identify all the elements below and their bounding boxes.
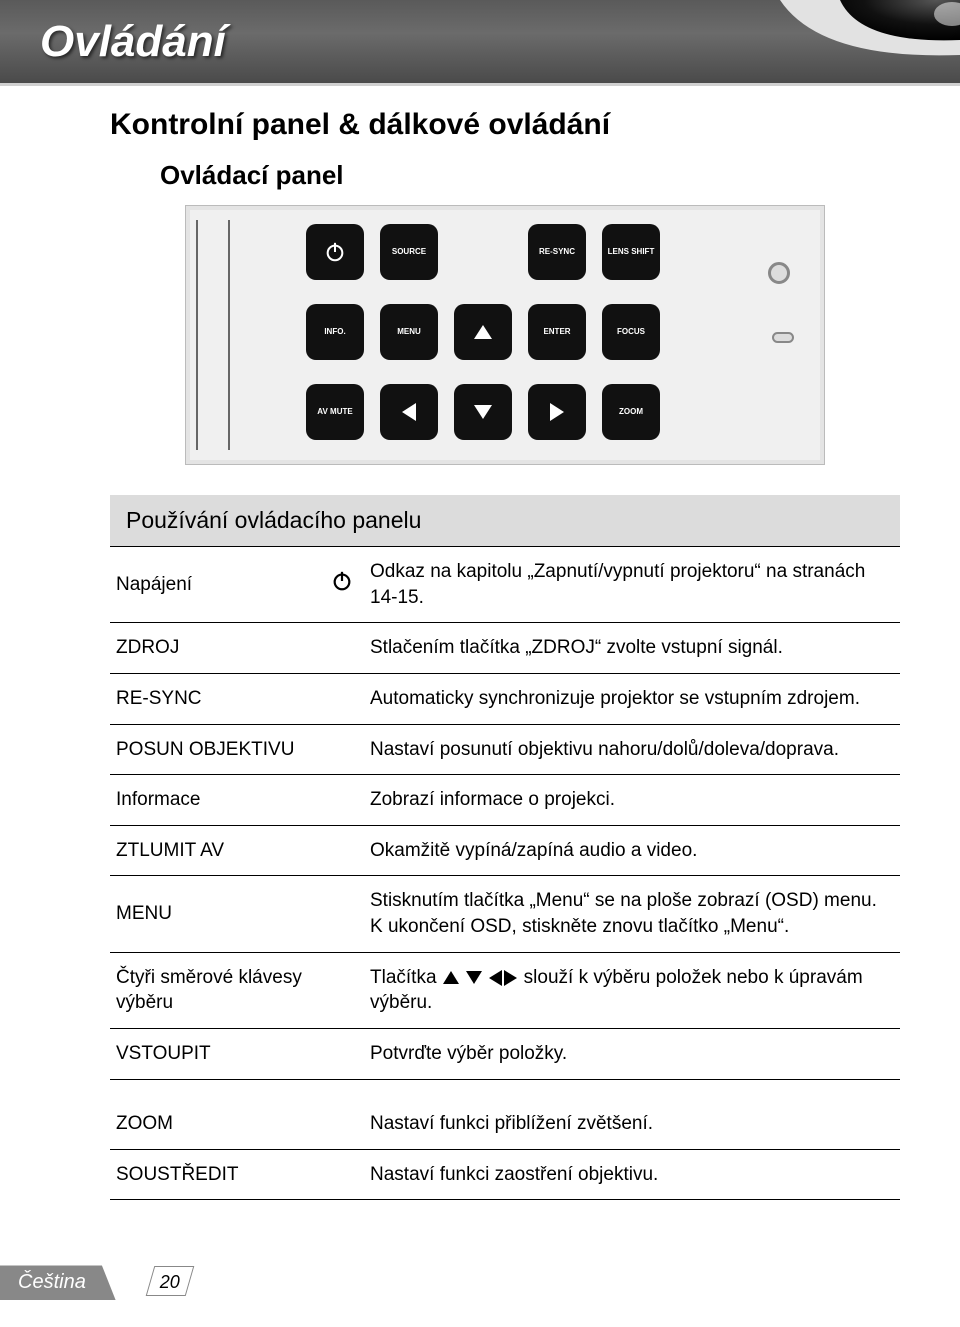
subsection-title: Ovládací panel bbox=[160, 160, 900, 191]
zoom-button[interactable]: ZOOM bbox=[602, 384, 660, 440]
row-label: SOUSTŘEDIT bbox=[110, 1149, 320, 1200]
table-row: POSUN OBJEKTIVU Nastaví posunutí objektiv… bbox=[110, 724, 900, 775]
row-icon-cell bbox=[320, 1149, 364, 1200]
row-description: Odkaz na kapitolu „Zapnutí/vypnutí proje… bbox=[364, 547, 900, 623]
row-icon-cell bbox=[320, 775, 364, 826]
row-description: Potvrďte výběr položky. bbox=[364, 1029, 900, 1080]
row-label: ZTLUMIT AV bbox=[110, 825, 320, 876]
table-row: RE-SYNC Automaticky synchronizuje projekt… bbox=[110, 673, 900, 724]
row-icon-cell bbox=[320, 825, 364, 876]
resync-button[interactable]: RE-SYNC bbox=[528, 224, 586, 280]
row-label: Informace bbox=[110, 775, 320, 826]
row-label: ZDROJ bbox=[110, 623, 320, 674]
row-description: Okamžitě vypíná/zapíná audio a video. bbox=[364, 825, 900, 876]
row-icon-cell bbox=[320, 547, 364, 623]
source-button[interactable]: SOURCE bbox=[380, 224, 438, 280]
row-description: Nastaví funkci zaostření objektivu. bbox=[364, 1149, 900, 1200]
arrow-down-icon bbox=[474, 405, 492, 419]
row-label: Čtyři směrové klávesy výběru bbox=[110, 952, 320, 1028]
arrow-right-icon bbox=[550, 403, 564, 421]
page-number: 20 bbox=[146, 1266, 195, 1296]
arrow-left-button[interactable] bbox=[380, 384, 438, 440]
row-label: ZOOM bbox=[110, 1099, 320, 1149]
arrow-down-button[interactable] bbox=[454, 384, 512, 440]
row-label: MENU bbox=[110, 876, 320, 952]
arrow-up-button[interactable] bbox=[454, 304, 512, 360]
page-title: Ovládání bbox=[40, 17, 226, 67]
table-row: Informace Zobrazí informace o projekci. bbox=[110, 775, 900, 826]
row-icon-cell bbox=[320, 673, 364, 724]
footer: Čeština 20 bbox=[0, 1250, 960, 1300]
row-description: Automaticky synchronizuje projektor se v… bbox=[364, 673, 900, 724]
content: Kontrolní panel & dálkové ovládání Ovlád… bbox=[0, 86, 960, 1220]
ir-sensor bbox=[772, 332, 794, 343]
row-description: Stlačením tlačítka „ZDROJ“ zvolte vstupn… bbox=[364, 623, 900, 674]
row-icon-cell bbox=[320, 876, 364, 952]
arrow-right-button[interactable] bbox=[528, 384, 586, 440]
row-description: Tlačítka slouží k výběru položek nebo k … bbox=[364, 952, 900, 1028]
enter-button[interactable]: ENTER bbox=[528, 304, 586, 360]
control-panel-diagram: SOURCE RE-SYNC LENS SHIFT INFO. MENU ENT… bbox=[185, 205, 825, 465]
row-icon-cell bbox=[320, 1099, 364, 1149]
row-description: Zobrazí informace o projekci. bbox=[364, 775, 900, 826]
power-icon bbox=[331, 570, 353, 592]
table-row: MENU Stisknutím tlačítka „Menu“ se na plo… bbox=[110, 876, 900, 952]
arrow-left-icon bbox=[489, 970, 502, 986]
power-button[interactable] bbox=[306, 224, 364, 280]
table-caption: Používání ovládacího panelu bbox=[110, 495, 900, 547]
corner-decoration bbox=[700, 0, 960, 100]
row-icon-cell bbox=[320, 623, 364, 674]
row-icon-cell bbox=[320, 952, 364, 1028]
led-indicator bbox=[768, 262, 790, 284]
language-tab: Čeština bbox=[0, 1265, 116, 1300]
row-label: RE-SYNC bbox=[110, 673, 320, 724]
row-icon-cell bbox=[320, 724, 364, 775]
row-label: Napájení bbox=[110, 547, 320, 623]
row-label: VSTOUPIT bbox=[110, 1029, 320, 1080]
table-row: Čtyři směrové klávesy výběru Tlačítka slo… bbox=[110, 952, 900, 1028]
arrow-left-icon bbox=[402, 403, 416, 421]
lens-shift-button[interactable]: LENS SHIFT bbox=[602, 224, 660, 280]
info-button[interactable]: INFO. bbox=[306, 304, 364, 360]
av-mute-button[interactable]: AV MUTE bbox=[306, 384, 364, 440]
power-icon bbox=[324, 241, 346, 263]
control-functions-table: Používání ovládacího panelu Napájení Odka… bbox=[110, 495, 900, 1200]
focus-button[interactable]: FOCUS bbox=[602, 304, 660, 360]
row-description: Nastaví posunutí objektivu nahoru/dolů/d… bbox=[364, 724, 900, 775]
menu-button[interactable]: MENU bbox=[380, 304, 438, 360]
arrow-up-icon bbox=[443, 971, 459, 984]
table-row: ZDROJ Stlačením tlačítka „ZDROJ“ zvolte v… bbox=[110, 623, 900, 674]
table-row: ZOOM Nastaví funkci přiblížení zvětšení. bbox=[110, 1099, 900, 1149]
row-description: Nastaví funkci přiblížení zvětšení. bbox=[364, 1099, 900, 1149]
table-row: Napájení Odkaz na kapitolu „Zapnutí/vypnu… bbox=[110, 547, 900, 623]
row-label: POSUN OBJEKTIVU bbox=[110, 724, 320, 775]
row-icon-cell bbox=[320, 1029, 364, 1080]
arrow-up-icon bbox=[474, 325, 492, 339]
row-description: Stisknutím tlačítka „Menu“ se na ploše z… bbox=[364, 876, 900, 952]
table-row: SOUSTŘEDIT Nastaví funkci zaostření objek… bbox=[110, 1149, 900, 1200]
section-title: Kontrolní panel & dálkové ovládání bbox=[110, 108, 900, 142]
table-row: ZTLUMIT AV Okamžitě vypíná/zapíná audio a… bbox=[110, 825, 900, 876]
arrow-right-icon bbox=[504, 970, 517, 986]
arrow-down-icon bbox=[466, 971, 482, 984]
table-row: VSTOUPIT Potvrďte výběr položky. bbox=[110, 1029, 900, 1080]
